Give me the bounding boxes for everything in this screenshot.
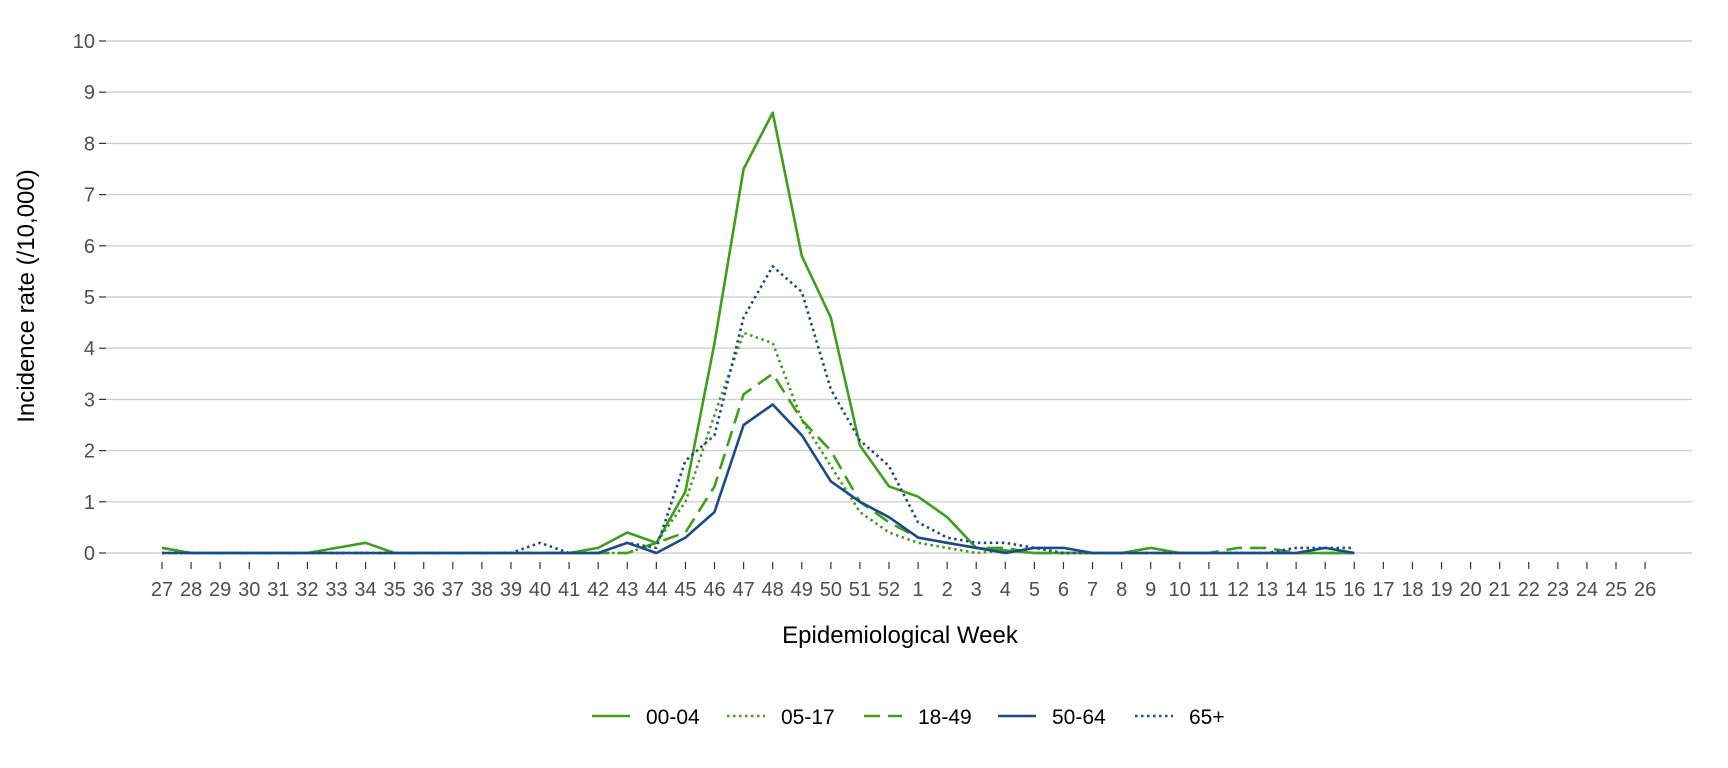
x-tick-label: 34 xyxy=(354,579,376,601)
x-tick-label: 30 xyxy=(238,579,260,601)
series-line-00-04 xyxy=(161,111,1355,555)
legend-label: 50-64 xyxy=(1052,706,1106,729)
x-tick-label: 6 xyxy=(1058,579,1069,601)
x-tick-label: 18 xyxy=(1401,579,1423,601)
gridlines xyxy=(106,40,1692,554)
x-tick-label: 42 xyxy=(587,579,609,601)
x-tick-label: 2 xyxy=(942,579,953,601)
x-tick-label: 15 xyxy=(1314,579,1336,601)
y-tick-label: 1 xyxy=(84,492,95,514)
y-tick-label: 3 xyxy=(84,389,95,411)
x-tick-label: 47 xyxy=(732,579,754,601)
x-tick-label: 39 xyxy=(500,579,522,601)
x-tick-label: 13 xyxy=(1256,579,1278,601)
series-line-05-17 xyxy=(162,331,1355,555)
x-tick-label: 36 xyxy=(413,579,435,601)
x-tick-label: 24 xyxy=(1576,579,1598,601)
x-tick-label: 11 xyxy=(1198,579,1219,601)
x-tick-label: 50 xyxy=(820,579,842,601)
x-tick-label: 9 xyxy=(1145,579,1156,601)
legend-label: 65+ xyxy=(1189,706,1225,729)
legend-label: 05-17 xyxy=(781,706,835,729)
legend-label: 00-04 xyxy=(646,706,700,729)
series-line-65+ xyxy=(162,265,1355,555)
x-tick-label: 26 xyxy=(1634,579,1656,601)
x-tick-label: 38 xyxy=(471,579,493,601)
x-tick-label: 35 xyxy=(384,579,406,601)
x-tick-label: 10 xyxy=(1169,579,1191,601)
x-tick-label: 46 xyxy=(703,579,725,601)
x-tick-label: 28 xyxy=(180,579,202,601)
x-tick-label: 32 xyxy=(296,579,318,601)
x-tick-label: 4 xyxy=(1000,579,1011,601)
x-tick-label: 21 xyxy=(1489,579,1511,601)
y-tick-label: 0 xyxy=(84,543,95,565)
x-axis-title: Epidemiological Week xyxy=(782,622,1019,649)
y-axis: 0 1 2 3 4 5 6 7 8 9 10 xyxy=(73,31,106,565)
x-tick-label: 5 xyxy=(1029,579,1040,601)
x-tick-label: 49 xyxy=(791,579,813,601)
y-tick-label: 2 xyxy=(84,441,95,463)
x-tick-label: 43 xyxy=(616,579,638,601)
x-tick-label: 29 xyxy=(209,579,231,601)
x-tick-label: 51 xyxy=(849,579,871,601)
x-tick-label: 48 xyxy=(762,579,784,601)
legend-label: 18-49 xyxy=(918,706,972,729)
legend: 00-04 05-17 18-49 50-64 65+ xyxy=(592,706,1225,729)
series-line-50-64 xyxy=(162,403,1355,555)
x-tick-label: 44 xyxy=(645,579,667,601)
x-tick-label: 19 xyxy=(1430,579,1452,601)
x-tick-label: 14 xyxy=(1285,579,1307,601)
y-tick-label: 5 xyxy=(84,287,95,309)
series-line-18-49 xyxy=(161,372,1355,555)
y-tick-label: 6 xyxy=(84,236,95,258)
x-tick-label: 20 xyxy=(1459,579,1481,601)
y-axis-title: Incidence rate (/10,000) xyxy=(13,169,40,423)
y-tick-label: 9 xyxy=(84,82,95,104)
x-tick-label: 25 xyxy=(1605,579,1627,601)
x-tick-label: 27 xyxy=(151,579,173,601)
y-tick-label: 7 xyxy=(84,185,95,207)
y-tick-label: 10 xyxy=(73,31,95,53)
series-lines xyxy=(161,111,1355,555)
x-tick-label: 40 xyxy=(529,579,551,601)
y-tick-label: 8 xyxy=(84,133,95,155)
x-tick-label: 3 xyxy=(971,579,982,601)
x-tick-label: 52 xyxy=(878,579,900,601)
x-tick-label: 16 xyxy=(1343,579,1365,601)
x-tick-label: 37 xyxy=(442,579,464,601)
x-tick-label: 8 xyxy=(1116,579,1127,601)
x-tick-label: 1 xyxy=(913,579,924,601)
x-tick-label: 22 xyxy=(1518,579,1540,601)
x-tick-label: 41 xyxy=(558,579,580,601)
x-tick-label: 17 xyxy=(1372,579,1394,601)
x-tick-label: 33 xyxy=(325,579,347,601)
x-tick-label: 23 xyxy=(1547,579,1569,601)
y-tick-label: 4 xyxy=(84,338,95,360)
x-axis: 27 28 29 30 31 32 33 34 35 36 37 38 39 40 41 42 43 44 45 46… xyxy=(151,562,1656,601)
x-tick-label: 45 xyxy=(674,579,696,601)
x-tick-label: 12 xyxy=(1227,579,1249,601)
x-tick-label: 31 xyxy=(267,579,289,601)
x-tick-label: 7 xyxy=(1087,579,1098,601)
